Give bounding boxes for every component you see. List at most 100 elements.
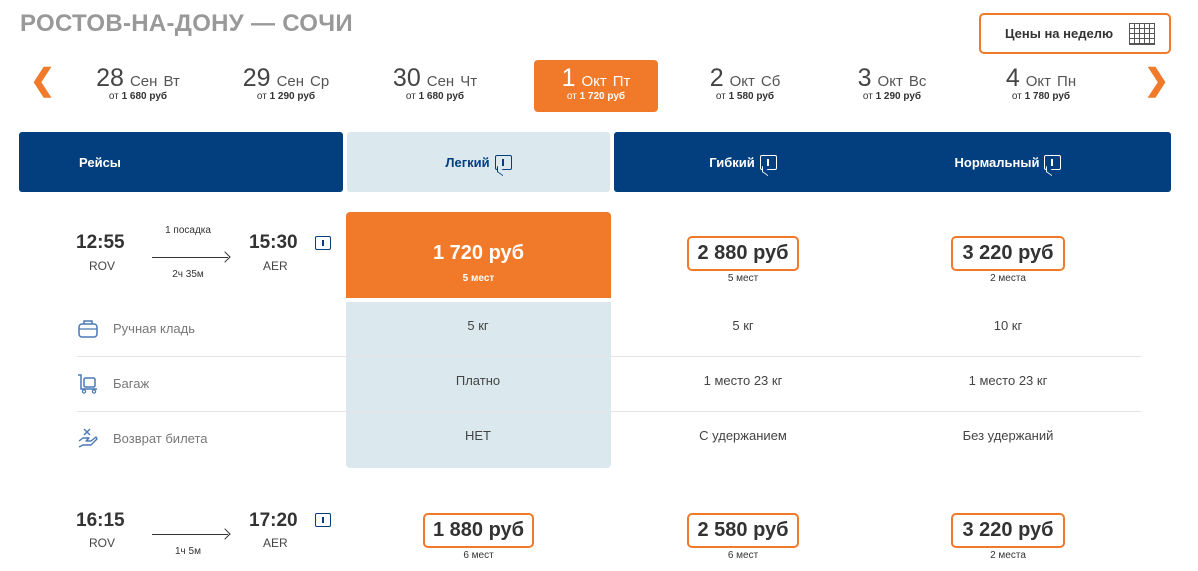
date-day: 1 [561,64,576,92]
date-month: Сен [426,73,455,90]
arrival-code: AER [263,536,288,550]
date-prefix: от [862,91,873,102]
flight-info-icon[interactable] [315,236,331,250]
header-flexible-label: Гибкий [709,154,755,170]
feature-value-normal: 10 кг [993,318,1023,333]
prev-week-arrow-icon[interactable]: ❮ [30,64,56,97]
feature-value-light: НЕТ [465,428,491,443]
seats-left: 2 места [990,550,1026,561]
date-day: 2 [709,64,724,92]
luggage-cart-icon [78,374,97,394]
seats-left: 5 мест [727,273,759,284]
date-weekday: Пт [612,73,631,90]
date-price: 1 780 руб [1024,91,1071,102]
feature-value-normal: 1 место 23 кг [968,373,1048,388]
date-day: 3 [857,64,872,92]
price-amount: 1 720 руб [432,242,525,264]
price-light-selected[interactable]: 1 720 руб 5 мест [346,212,611,298]
flight-arrow-icon [152,534,228,535]
seats-left: 5 мест [462,273,495,284]
date-weekday: Вт [163,73,180,90]
feature-row-baggage: Багаж Платно 1 место 23 кг 1 место 23 кг [77,357,1141,412]
date-prefix: от [566,91,577,102]
header-flights-label: Рейсы [79,154,121,170]
feature-label: Багаж [113,376,150,391]
feature-row-refund: Возврат билета НЕТ С удержанием Без удер… [77,412,1141,467]
feature-value-normal: Без удержаний [962,428,1054,443]
date-month: Окт [1025,73,1052,90]
date-price: 1 680 руб [121,91,168,102]
feature-label: Ручная кладь [113,321,196,336]
date-prefix: от [715,91,726,102]
date-item[interactable]: 4 Окт Пн от 1 780 руб [979,60,1103,112]
feature-value-light: 5 кг [467,318,489,333]
header-flights: Рейсы [19,132,343,192]
flight-duration: 1ч 5м [175,546,201,557]
date-price: 1 680 руб [418,91,465,102]
date-weekday: Вс [908,73,927,90]
date-item[interactable]: 28 Сен Вт от 1 680 руб [76,60,200,112]
date-item-selected[interactable]: 1 Окт Пт от 1 720 руб [534,60,658,112]
date-day: 28 [96,64,124,92]
date-weekday: Ср [310,73,330,90]
hand-luggage-icon [78,320,98,338]
route-title: РОСТОВ-НА-ДОНУ — СОЧИ [20,10,353,37]
date-month: Окт [729,73,755,90]
date-month: Сен [129,73,158,90]
date-prefix: от [405,91,416,102]
date-weekday: Чт [460,73,478,90]
feature-value-flexible: 1 место 23 кг [703,373,783,388]
feature-value-flexible: С удержанием [699,428,787,443]
header-light-label: Легкий [445,154,490,170]
price-normal-button[interactable]: 3 220 руб [951,236,1065,271]
flight-duration: 2ч 35м [172,269,204,280]
departure-code: ROV [89,536,116,550]
feature-row-hand-luggage: Ручная кладь 5 кг 5 кг 10 кг [77,302,1141,357]
flight-arrow-icon [152,257,228,258]
header-normal-label: Нормальный [954,154,1040,170]
date-day: 29 [242,64,271,92]
info-icon[interactable] [494,154,512,170]
date-price: 1 720 руб [579,91,626,102]
date-prefix: от [1011,91,1022,102]
price-flexible-button[interactable]: 2 880 руб [687,236,799,271]
date-item[interactable]: 29 Сен Ср от 1 290 руб [224,60,348,112]
date-month: Сен [276,73,305,90]
feature-label: Возврат билета [113,431,208,446]
date-item[interactable]: 30 Сен Чт от 1 680 руб [373,60,497,112]
header-tariffs-right: Гибкий Нормальный [614,132,1171,192]
header-tariff-normal[interactable]: Нормальный [908,132,1108,192]
next-week-arrow-icon[interactable]: ❯ [1144,64,1170,97]
date-weekday: Сб [760,73,781,90]
departure-time: 16:15 [76,510,125,531]
arrival-time: 17:20 [249,510,298,531]
date-price: 1 580 руб [728,91,775,102]
calendar-grid-icon [1129,23,1155,45]
header-tariff-light[interactable]: Легкий [347,132,610,192]
date-item[interactable]: 2 Окт Сб от 1 580 руб [683,60,807,112]
price-light-button[interactable]: 1 880 руб [423,513,534,548]
header-tariff-flexible[interactable]: Гибкий [643,132,843,192]
week-prices-label: Цены на неделю [1005,26,1114,41]
date-day: 30 [392,64,421,92]
date-price: 1 290 руб [875,91,922,102]
info-icon[interactable] [759,154,777,170]
seats-left: 6 мест [463,550,494,561]
light-tariff-details-panel [346,302,611,468]
date-strip: 28 Сен Вт от 1 680 руб 29 Сен Ср от 1 290 ру… [0,60,1198,112]
price-normal-button[interactable]: 3 220 руб [951,513,1065,548]
week-prices-button[interactable]: Цены на неделю [979,13,1171,54]
stops-label: 1 посадка [165,225,211,236]
date-price: 1 290 руб [269,91,316,102]
flight-info-icon[interactable] [315,513,331,527]
info-icon[interactable] [1044,154,1062,170]
feature-value-flexible: 5 кг [732,318,754,333]
departure-time: 12:55 [76,232,125,253]
date-prefix: от [108,91,119,102]
price-flexible-button[interactable]: 2 580 руб [687,513,799,548]
arrival-code: AER [263,259,288,273]
date-prefix: от [256,91,267,102]
date-month: Окт [581,73,607,90]
seats-left: 2 места [990,273,1026,284]
date-item[interactable]: 3 Окт Вс от 1 290 руб [830,60,954,112]
